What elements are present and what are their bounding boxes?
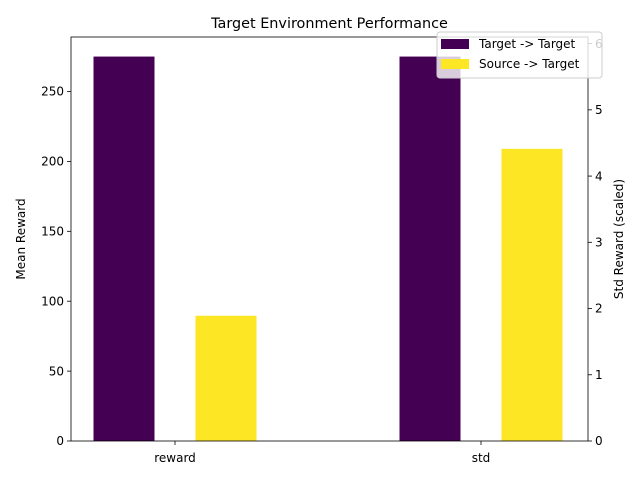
y-tick-label-right: 4: [595, 169, 603, 183]
y-tick-label-right: 3: [595, 236, 603, 250]
bar-std-0: [399, 56, 461, 442]
y-tick-label-left: 250: [41, 85, 64, 99]
legend-swatch: [441, 39, 469, 49]
x-tick-label: reward: [154, 451, 196, 465]
y-tick-label-right: 1: [595, 368, 603, 382]
y-tick-label-left: 0: [56, 434, 64, 448]
y-axis-label-right: Std Reward (scaled): [612, 179, 626, 299]
legend-entry: Source -> Target: [479, 57, 580, 71]
chart-title: Target Environment Performance: [210, 16, 448, 32]
bar-std-1: [501, 148, 563, 441]
y-tick-label-right: 5: [595, 103, 603, 117]
bars-layer: [93, 56, 563, 442]
y-tick-label-left: 150: [41, 225, 64, 239]
bar-reward-0: [93, 56, 155, 442]
y-tick-label-right: 2: [595, 302, 603, 316]
y-tick-label-left: 100: [41, 294, 64, 308]
axes-layer: rewardstd0501001502002500123456: [41, 36, 603, 465]
bar-reward-1: [195, 315, 257, 441]
x-tick-label: std: [472, 451, 491, 465]
y-axis-label-left: Mean Reward: [14, 198, 28, 279]
legend-swatch: [441, 59, 469, 69]
y-tick-label-left: 50: [49, 364, 64, 378]
legend-box: [436, 31, 603, 79]
y-tick-label-right: 0: [595, 434, 603, 448]
legend-entry: Target -> Target: [478, 37, 576, 51]
y-tick-label-left: 200: [41, 155, 64, 169]
plot-frame: [70, 36, 589, 442]
legend: Target -> Target Source -> Target: [436, 31, 603, 79]
